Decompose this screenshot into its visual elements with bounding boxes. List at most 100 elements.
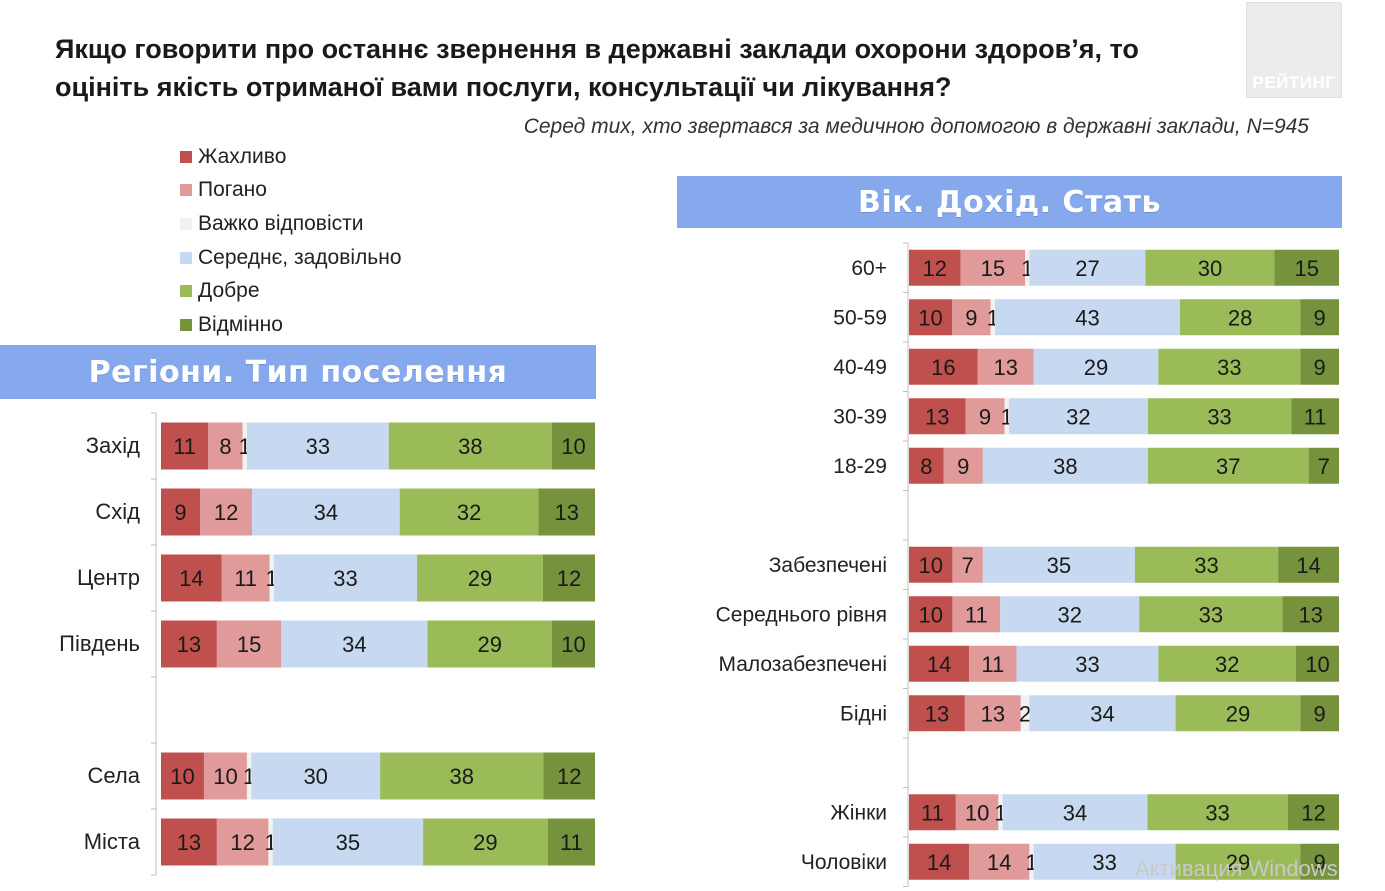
bar-segment-5: [552, 422, 595, 470]
bar-segment-3: [252, 488, 400, 536]
bar-segment-5: [1278, 546, 1339, 583]
bar-segment-4: [388, 422, 553, 470]
bar-segment-5: [547, 818, 595, 866]
data-label: 34: [342, 632, 366, 657]
data-label: 29: [473, 830, 497, 855]
bar-segment-4: [1134, 546, 1279, 583]
data-label: 35: [1047, 553, 1071, 578]
data-label: 13: [177, 830, 201, 855]
bar-segment-5: [1308, 447, 1339, 484]
bar-segment-5: [538, 488, 595, 536]
bar-segment-0: [909, 447, 944, 484]
data-label: 11: [965, 602, 988, 627]
data-label: 33: [1205, 800, 1229, 825]
bar-segment-5: [1300, 299, 1339, 336]
data-label: 28: [1228, 305, 1252, 330]
data-label: 10: [965, 800, 989, 825]
data-label: 12: [214, 500, 238, 525]
data-label: 34: [1090, 701, 1114, 726]
bar-segment-0: [909, 645, 970, 682]
legend-label: Жахливо: [198, 144, 287, 168]
category-label: 40-49: [833, 356, 887, 379]
data-label: 30: [1198, 256, 1222, 281]
bar-segment-3: [1029, 695, 1176, 732]
bar-segment-4: [1158, 645, 1296, 682]
legend-swatch: [180, 251, 192, 264]
data-label: 33: [1194, 553, 1218, 578]
data-label: 9: [965, 305, 977, 330]
legend-swatch: [180, 318, 192, 331]
bar-segment-4: [399, 488, 539, 536]
bar-segment-2: [990, 299, 995, 336]
bar-segment-3: [1029, 249, 1146, 286]
bar-segment-1: [203, 752, 247, 800]
bar-segment-3: [995, 299, 1180, 336]
bar-segment-2: [1020, 695, 1030, 732]
bar-segment-1: [977, 348, 1034, 385]
data-label: 14: [927, 652, 951, 677]
bar-segment-3: [272, 818, 424, 866]
bar-segment-0: [161, 422, 209, 470]
legend-label: Погано: [198, 178, 267, 202]
legend-swatch: [180, 184, 192, 197]
category-label: Бідні: [840, 702, 887, 725]
data-label: 15: [981, 256, 1005, 281]
data-label: 8: [920, 454, 932, 479]
bar-segment-0: [909, 299, 952, 336]
data-label: 10: [1305, 652, 1329, 677]
bar-segment-5: [1300, 843, 1339, 880]
data-label: 33: [1199, 602, 1223, 627]
bar-segment-2: [242, 422, 247, 470]
category-label: Міста: [84, 829, 141, 854]
bar-segment-0: [909, 546, 953, 583]
data-label: 7: [962, 553, 974, 578]
bar-segment-1: [216, 620, 282, 668]
category-label: Забезпечені: [769, 554, 887, 577]
legend-label: Відмінно: [198, 312, 283, 336]
data-label: 10: [918, 305, 942, 330]
data-label: 16: [931, 355, 955, 380]
data-label: 29: [1084, 355, 1108, 380]
legend-label: Середнє, задовільно: [198, 245, 402, 269]
bar-segment-3: [1033, 843, 1176, 880]
bar-segment-0: [161, 554, 222, 602]
bar-segment-2: [1004, 398, 1009, 435]
bar-segment-0: [909, 843, 970, 880]
data-label: 33: [1207, 404, 1231, 429]
category-label: Південь: [59, 631, 140, 656]
data-label: 10: [213, 764, 237, 789]
data-label: 35: [336, 830, 360, 855]
data-label: 29: [468, 566, 492, 591]
legend-item: Відмінно: [180, 308, 402, 342]
data-label: 30: [303, 764, 327, 789]
bar-segment-5: [1282, 596, 1339, 633]
data-label: 11: [173, 434, 196, 459]
data-label: 13: [994, 355, 1018, 380]
bar-segment-5: [552, 620, 595, 668]
data-label: 32: [457, 500, 481, 525]
bar-segment-1: [208, 422, 243, 470]
bar-segment-4: [417, 554, 543, 602]
chart-legend: Жахливо Погано Важко відповісти Середнє,…: [180, 140, 402, 342]
bar-segment-0: [909, 348, 978, 385]
regions-stacked-bar-chart: Захід 11 8 1 33 38 10 Схід 9 12 34 32 13 Центр 14 11 1 33…: [0, 405, 600, 891]
bar-segment-4: [1147, 398, 1292, 435]
data-label: 13: [981, 701, 1005, 726]
category-label: 60+: [851, 257, 887, 280]
data-label: 9: [979, 404, 991, 429]
bar-segment-0: [161, 752, 204, 800]
data-label: 33: [1092, 850, 1116, 875]
bar-segment-5: [1291, 398, 1339, 435]
bar-segment-0: [909, 249, 961, 286]
data-label: 13: [555, 500, 579, 525]
bar-segment-4: [1145, 249, 1275, 286]
data-label: 9: [1314, 355, 1326, 380]
bar-segment-4: [1158, 348, 1301, 385]
category-label: Середнього рівня: [716, 603, 887, 626]
bar-segment-2: [1029, 843, 1034, 880]
bar-segment-4: [427, 620, 553, 668]
windows-activation-watermark: Активация Windows: [1135, 856, 1338, 881]
category-label: 30-39: [833, 405, 887, 428]
legend-swatch: [180, 217, 192, 230]
